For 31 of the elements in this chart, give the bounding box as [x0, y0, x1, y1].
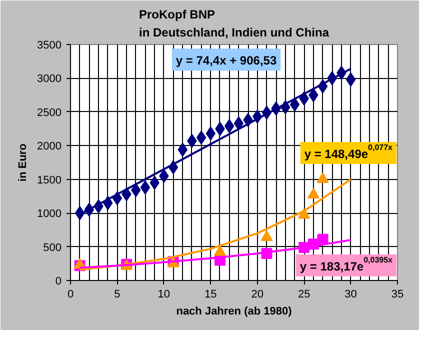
- y-tick-label: 500: [43, 242, 62, 254]
- point: [224, 119, 234, 134]
- point: [298, 208, 310, 219]
- x-axis-title: nach Jahren (ab 1980): [176, 306, 292, 318]
- point: [307, 188, 320, 199]
- x-tick-label: 10: [158, 288, 170, 300]
- y-axis-title: in Euro: [17, 143, 30, 182]
- point: [214, 245, 226, 256]
- x-tick-label: 5: [114, 288, 120, 300]
- y-tick-label: 0: [55, 276, 62, 288]
- y-tick-label: 1500: [37, 174, 62, 186]
- x-tick-label: 30: [344, 288, 357, 300]
- point: [290, 98, 300, 112]
- point: [346, 72, 356, 87]
- y-tick-label: 3000: [37, 73, 62, 86]
- point: [260, 230, 273, 242]
- x-tick-label: 15: [204, 288, 217, 300]
- x-tick-label: 25: [298, 288, 310, 300]
- y-tick-label: 1000: [37, 208, 62, 220]
- chart-title: ProKopf BNP in Deutschland, Indien und China: [139, 7, 330, 40]
- x-tick-label: 0: [67, 288, 74, 300]
- y-tick-label: 3500: [37, 40, 62, 52]
- point: [196, 130, 206, 145]
- point: [316, 172, 329, 184]
- y-tick-label: 2000: [37, 140, 62, 153]
- point: [234, 116, 244, 130]
- x-tick-label: 20: [251, 288, 264, 300]
- annotation: y = 74,4x + 906,53: [176, 54, 277, 68]
- x-tick-label: 35: [391, 288, 404, 300]
- point: [140, 180, 150, 194]
- y-tick-label: 2500: [37, 106, 62, 119]
